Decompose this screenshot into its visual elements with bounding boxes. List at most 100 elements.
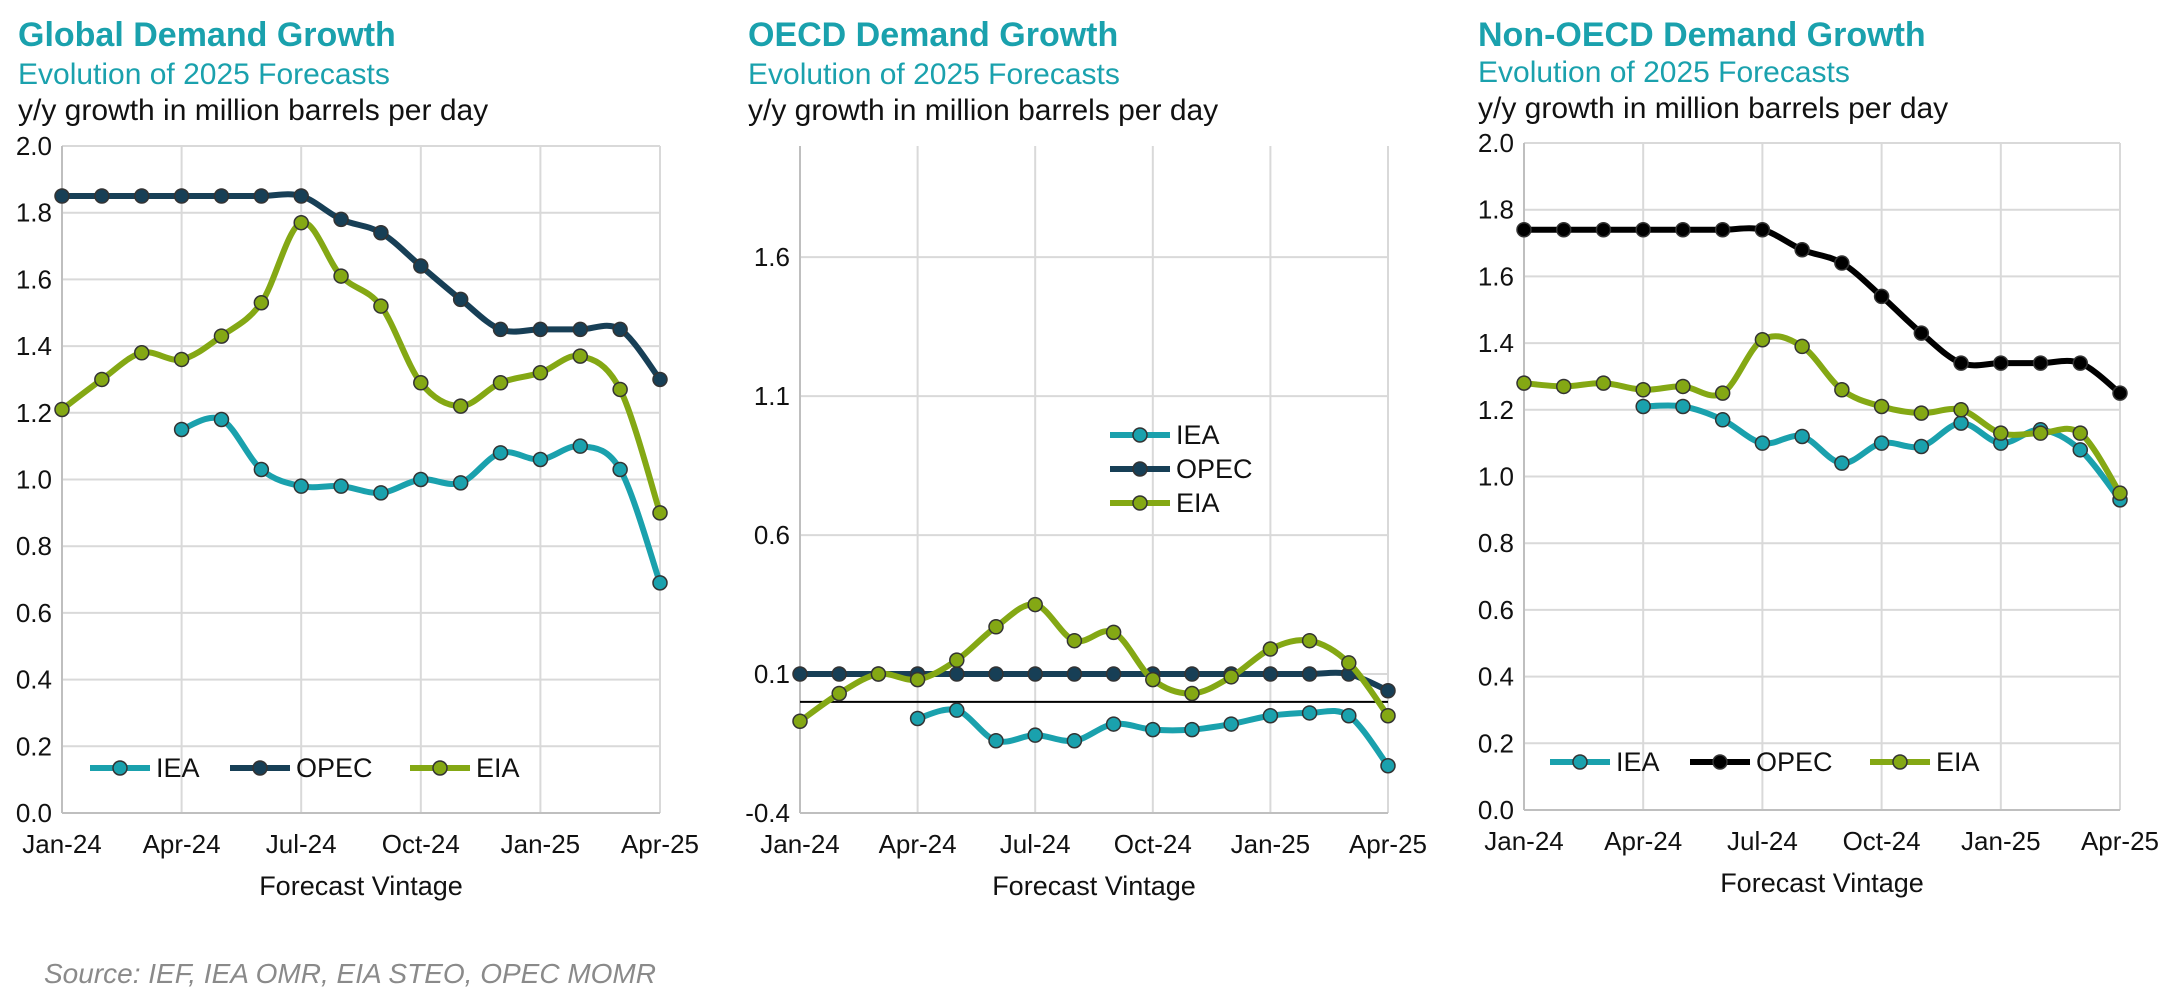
data-point-opec	[1834, 255, 1850, 271]
legend-label-eia: EIA	[476, 753, 520, 783]
series-line-eia	[59, 219, 663, 516]
x-tick-label: Apr-24	[879, 829, 957, 859]
data-point-opec	[452, 291, 469, 308]
data-point-eia	[1794, 338, 1810, 355]
legend-marker-iea	[112, 760, 128, 776]
source-note: Source: IEF, IEA OMR, EIA STEO, OPEC MOM…	[44, 958, 656, 989]
x-axis-title: Forecast Vintage	[992, 871, 1196, 901]
legend-label-opec: OPEC	[1756, 747, 1833, 777]
data-point-iea	[1635, 398, 1651, 415]
data-point-iea	[1913, 438, 1930, 455]
data-point-opec	[213, 188, 230, 204]
chart-svg: 0.0 0.2 0.4 0.6 0.8 1.0 1.2 1.4 1.6 1.8 2.0 Jan-24 A…	[16, 131, 699, 901]
x-tick-label: Oct-24	[382, 829, 460, 859]
x-tick-label: Jan-25	[1231, 829, 1311, 859]
data-point-iea	[988, 732, 1004, 749]
data-point-opec	[1913, 325, 1930, 341]
y-tick-label: 1.6	[16, 264, 52, 294]
data-point-eia	[253, 294, 270, 311]
legend-label-opec: OPEC	[1176, 454, 1253, 484]
data-point-iea	[612, 461, 628, 478]
data-point-iea	[1834, 455, 1850, 471]
data-point-iea	[492, 445, 509, 461]
data-point-eia	[870, 666, 887, 682]
chart-panel-global: Global Demand Growth Evolution of 2025 F…	[0, 0, 720, 940]
data-point-eia	[2032, 425, 2049, 441]
data-point-opec	[94, 188, 110, 204]
y-tick-label: -0.4	[745, 798, 790, 828]
series-line-opec	[1521, 225, 2123, 397]
data-point-opec	[293, 188, 309, 204]
data-point-eia	[2112, 485, 2128, 501]
data-point-eia	[1184, 685, 1200, 702]
data-point-iea	[1873, 435, 1890, 451]
x-tick-label: Jan-24	[1484, 826, 1564, 856]
data-point-opec	[173, 188, 190, 204]
data-point-opec	[2072, 355, 2089, 371]
data-point-eia	[1595, 375, 1612, 391]
data-point-opec	[373, 224, 389, 241]
data-point-iea	[949, 702, 965, 718]
x-tick-label: Oct-24	[1114, 829, 1192, 859]
x-tick-label: Jan-25	[501, 829, 581, 859]
data-point-eia	[1873, 398, 1890, 415]
data-point-opec	[831, 666, 847, 682]
data-point-eia	[54, 401, 70, 418]
data-point-opec	[1027, 666, 1043, 682]
data-point-eia	[1301, 632, 1318, 649]
y-tick-label: 1.8	[16, 198, 52, 228]
data-point-opec	[949, 666, 965, 682]
y-tick-label: 2.0	[16, 131, 52, 161]
legend-label-iea: IEA	[1176, 420, 1220, 450]
data-point-eia	[949, 652, 965, 668]
data-point-opec	[1595, 221, 1612, 238]
data-point-opec	[1184, 666, 1200, 682]
legend-marker-eia	[432, 760, 448, 776]
data-point-iea	[1754, 435, 1771, 451]
data-point-opec	[532, 321, 549, 338]
x-axis-title: Forecast Vintage	[259, 871, 463, 901]
data-point-opec	[612, 321, 628, 338]
data-point-iea	[413, 471, 429, 488]
legend-marker-eia	[1892, 754, 1908, 770]
data-point-iea	[373, 485, 389, 501]
chart-unit-label: y/y growth in million barrels per day	[18, 94, 489, 127]
legend-marker-iea	[1132, 427, 1148, 443]
data-point-opec	[1555, 221, 1572, 238]
data-point-eia	[333, 268, 349, 284]
data-point-eia	[1341, 655, 1357, 671]
data-point-eia	[532, 365, 549, 381]
x-tick-label: Jul-24	[1727, 826, 1798, 856]
data-point-eia	[988, 619, 1004, 635]
data-point-eia	[452, 398, 469, 414]
x-tick-label: Apr-25	[1349, 829, 1427, 859]
data-point-eia	[652, 505, 668, 521]
data-point-opec	[1066, 666, 1083, 682]
legend-marker-opec	[252, 760, 268, 776]
x-tick-label: Apr-25	[2081, 826, 2159, 856]
data-point-eia	[1953, 402, 1969, 418]
data-point-eia	[2072, 425, 2089, 441]
y-tick-label: 0.8	[16, 531, 52, 561]
y-tick-label: 1.8	[1478, 195, 1514, 225]
data-point-opec	[1635, 221, 1651, 238]
data-point-iea	[1380, 758, 1396, 774]
data-point-eia	[1027, 596, 1043, 613]
chart-svg: -0.4 0.1 0.6 1.1 1.6 Jan-24 Apr-24 Jul-24 Oct-24…	[745, 146, 1427, 901]
data-point-iea	[1066, 732, 1083, 749]
chart-subtitle: Evolution of 2025 Forecasts	[748, 58, 1120, 91]
y-tick-label: 0.0	[16, 798, 52, 828]
data-point-iea	[1675, 398, 1691, 415]
series-line-opec	[59, 191, 663, 383]
y-tick-label: 0.2	[16, 731, 52, 761]
data-point-opec	[988, 666, 1004, 682]
chart-unit-label: y/y growth in million barrels per day	[1478, 92, 1949, 125]
legend-label-iea: IEA	[1616, 747, 1660, 777]
legend-label-iea: IEA	[156, 753, 200, 783]
data-point-opec	[652, 371, 668, 388]
legend-marker-opec	[1132, 461, 1148, 477]
data-point-opec	[1873, 288, 1890, 305]
x-axis-title: Forecast Vintage	[1720, 868, 1924, 898]
data-point-opec	[133, 188, 150, 204]
data-point-opec	[1953, 355, 1969, 371]
